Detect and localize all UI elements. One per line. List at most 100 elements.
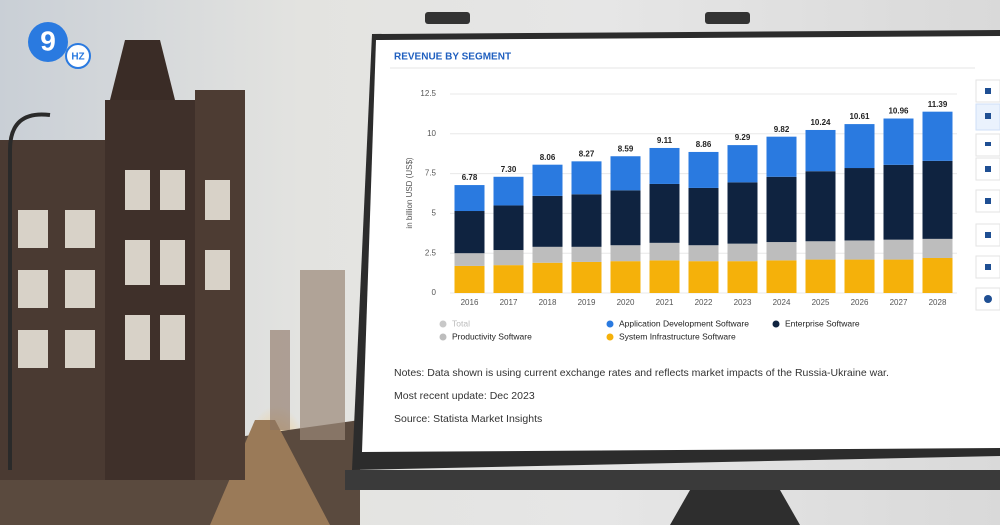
bar-segment bbox=[688, 261, 719, 293]
x-tick-label: 2026 bbox=[851, 298, 869, 307]
x-tick-label: 2025 bbox=[812, 298, 830, 307]
bar-segment bbox=[688, 151, 719, 188]
legend-label: Total bbox=[452, 318, 470, 328]
x-tick-label: 2019 bbox=[578, 298, 596, 307]
bar-segment bbox=[454, 265, 485, 293]
street-scene bbox=[0, 40, 370, 525]
logo-sub: HZ bbox=[71, 52, 84, 63]
y-tick-label: 12.5 bbox=[420, 89, 436, 98]
bar-segment bbox=[532, 195, 563, 247]
bar-segment bbox=[766, 242, 797, 261]
legend-marker bbox=[606, 320, 614, 328]
chart-title: REVENUE BY SEGMENT bbox=[394, 52, 511, 63]
note: Most recent update: Dec 2023 bbox=[394, 390, 535, 402]
total-label: 9.11 bbox=[657, 136, 673, 145]
note: Source: Statista Market Insights bbox=[394, 413, 542, 425]
bar-segment bbox=[454, 185, 485, 212]
toolbar bbox=[975, 79, 1000, 311]
bar-segment bbox=[493, 176, 524, 206]
bar-segment bbox=[727, 182, 758, 244]
bar-segment bbox=[493, 265, 524, 293]
y-tick-label: 7.5 bbox=[425, 169, 437, 178]
y-axis-label: in billion USD (US$) bbox=[405, 157, 414, 228]
bar-segment bbox=[493, 250, 524, 266]
bar-segment bbox=[844, 259, 875, 293]
bar-segment bbox=[727, 243, 758, 262]
total-label: 9.82 bbox=[774, 125, 790, 134]
bar-segment bbox=[571, 161, 602, 195]
legend-marker bbox=[439, 320, 447, 328]
bar-segment bbox=[766, 136, 797, 177]
y-tick-label: 0 bbox=[432, 288, 437, 297]
total-label: 10.96 bbox=[888, 107, 909, 116]
bar-segment bbox=[922, 160, 953, 239]
x-tick-label: 2028 bbox=[929, 298, 947, 307]
bar-segment bbox=[844, 168, 875, 241]
bar-segment bbox=[454, 211, 485, 254]
x-tick-label: 2023 bbox=[734, 298, 752, 307]
bar-segment bbox=[571, 194, 602, 247]
legend-label: Enterprise Software bbox=[785, 318, 860, 328]
bar-segment bbox=[844, 240, 875, 260]
bar-segment bbox=[688, 187, 719, 246]
bar-segment bbox=[766, 176, 797, 243]
bar-segment bbox=[688, 245, 719, 262]
bar-segment bbox=[922, 238, 953, 258]
x-tick-label: 2020 bbox=[617, 298, 635, 307]
legend-label: System Infrastructure Software bbox=[619, 331, 736, 341]
y-tick-label: 2.5 bbox=[425, 248, 437, 257]
legend-marker bbox=[606, 333, 614, 341]
bar-segment bbox=[532, 262, 563, 293]
bar-segment bbox=[649, 183, 680, 243]
x-tick-label: 2018 bbox=[539, 298, 557, 307]
bar-segment bbox=[532, 246, 563, 263]
legend-label: Productivity Software bbox=[452, 331, 532, 341]
total-label: 8.59 bbox=[618, 144, 634, 153]
x-tick-label: 2016 bbox=[461, 298, 479, 307]
bar-segment bbox=[649, 260, 680, 293]
legend-label: Application Development Software bbox=[619, 318, 749, 328]
bar-segment bbox=[883, 239, 914, 260]
total-label: 6.78 bbox=[462, 173, 478, 182]
bar-segment bbox=[610, 156, 641, 191]
bar-segment bbox=[649, 242, 680, 261]
bar-segment bbox=[454, 253, 485, 266]
x-tick-label: 2017 bbox=[500, 298, 518, 307]
bar-segment bbox=[610, 190, 641, 246]
total-label: 8.86 bbox=[696, 140, 712, 149]
bar-segment bbox=[610, 245, 641, 262]
total-label: 8.06 bbox=[540, 153, 556, 162]
bar-segment bbox=[844, 124, 875, 169]
x-tick-label: 2021 bbox=[656, 298, 674, 307]
total-label: 10.61 bbox=[849, 112, 870, 121]
logo-main: 9 bbox=[40, 25, 56, 56]
bar-segment bbox=[766, 260, 797, 293]
total-label: 7.30 bbox=[501, 165, 517, 174]
logo: 9 HZ bbox=[28, 22, 91, 69]
total-label: 11.39 bbox=[928, 100, 948, 109]
bar-segment bbox=[571, 261, 602, 293]
bar-segment bbox=[922, 257, 953, 293]
bar-segment bbox=[727, 261, 758, 293]
bar-segment bbox=[883, 118, 914, 165]
legend-marker bbox=[772, 320, 780, 328]
total-label: 10.24 bbox=[810, 118, 831, 127]
x-tick-label: 2024 bbox=[773, 298, 791, 307]
bar-segment bbox=[883, 259, 914, 293]
bar-segment bbox=[571, 246, 602, 262]
y-tick-label: 5 bbox=[432, 209, 437, 218]
bar-segment bbox=[805, 259, 836, 293]
bar-segment bbox=[922, 111, 953, 161]
bar-segment bbox=[727, 145, 758, 183]
legend-marker bbox=[439, 333, 447, 341]
bar-segment bbox=[805, 171, 836, 242]
y-tick-label: 10 bbox=[427, 129, 436, 138]
bar-segment bbox=[805, 241, 836, 260]
bar-segment bbox=[532, 164, 563, 196]
bar-segment bbox=[883, 164, 914, 240]
total-label: 9.29 bbox=[735, 133, 751, 142]
plot: 0 2.5 5 7.5 10 12.5 2016 6.78 2017 7.30 2018 8.06 20… bbox=[394, 89, 957, 425]
total-label: 8.27 bbox=[579, 149, 595, 158]
x-tick-label: 2022 bbox=[695, 298, 713, 307]
